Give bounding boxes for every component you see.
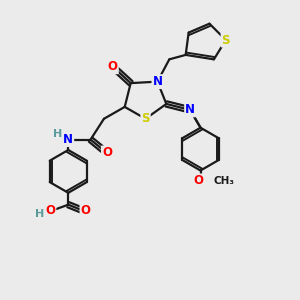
Text: S: S bbox=[221, 34, 230, 46]
Text: N: N bbox=[185, 103, 195, 116]
Text: O: O bbox=[102, 146, 112, 160]
Text: CH₃: CH₃ bbox=[213, 176, 234, 186]
Text: H: H bbox=[35, 208, 44, 219]
Text: S: S bbox=[141, 112, 150, 125]
Text: O: O bbox=[45, 204, 56, 217]
Text: O: O bbox=[193, 174, 203, 188]
Text: N: N bbox=[152, 75, 162, 88]
Text: O: O bbox=[108, 60, 118, 73]
Text: O: O bbox=[80, 204, 91, 217]
Text: N: N bbox=[63, 133, 73, 146]
Text: H: H bbox=[53, 129, 62, 139]
